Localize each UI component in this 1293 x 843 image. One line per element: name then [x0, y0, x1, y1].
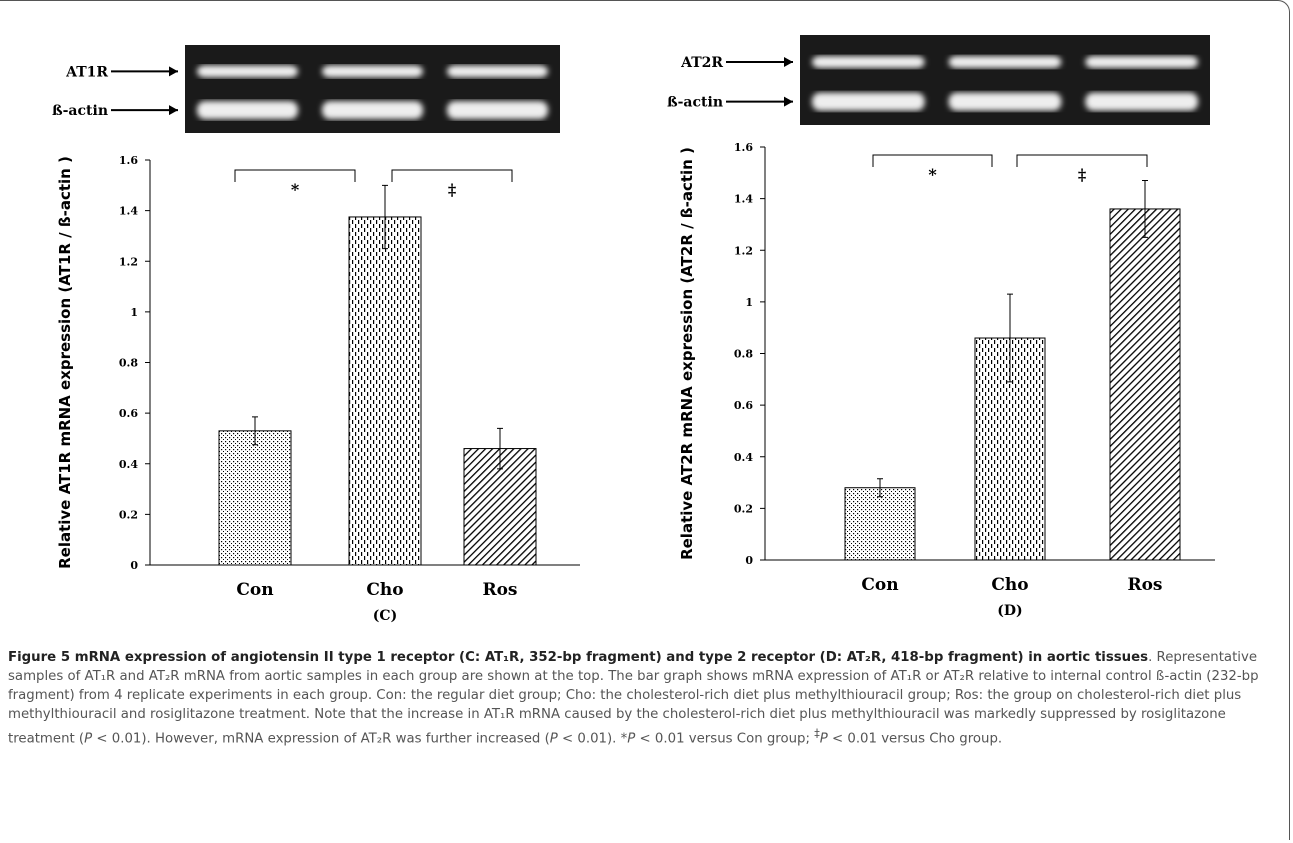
annotation: ‡ [1078, 165, 1086, 184]
arrow-head [784, 57, 793, 67]
caption-text: < 0.01 versus Con group; [635, 731, 814, 746]
gel-band [447, 65, 548, 77]
y-tick-label: 0.4 [119, 458, 138, 471]
caption-title: Figure 5 mRNA expression of angiotensin … [8, 650, 1148, 665]
bar [1110, 209, 1180, 560]
caption-italic: P [820, 731, 828, 746]
arrow-head [169, 66, 178, 76]
x-tick-label: Con [861, 575, 898, 595]
gel-label: AT1R [65, 64, 108, 80]
arrow-head [784, 97, 793, 107]
y-tick-label: 1 [130, 306, 138, 319]
panel-label: (D) [997, 603, 1022, 619]
y-tick-label: 1.4 [734, 193, 753, 206]
bar [845, 488, 915, 560]
caption-text: < 0.01). However, mRNA expression of AT₂… [92, 731, 550, 746]
caption-italic: P [550, 731, 558, 746]
y-tick-label: 0.8 [119, 357, 138, 370]
x-tick-label: Ros [482, 580, 517, 600]
gel-band [1085, 93, 1198, 111]
y-tick-label: 1.4 [119, 205, 138, 218]
bar [219, 431, 291, 565]
y-tick-label: 1 [745, 296, 753, 309]
annotation: ‡ [448, 180, 456, 199]
y-tick-label: 0 [745, 554, 753, 567]
y-tick-label: 0.2 [119, 508, 138, 521]
annotation: * [928, 165, 937, 184]
arrow-head [169, 105, 178, 115]
y-tick-label: 0 [130, 559, 138, 572]
y-tick-label: 1.6 [119, 154, 138, 167]
y-tick-label: 0.4 [734, 451, 753, 464]
figure: AT1R ß-actin 0 0.2 0.4 0.6 0.8 1 1.2 1.4 1.6 Relati… [0, 0, 1293, 640]
x-tick-label: Cho [991, 575, 1028, 595]
x-tick-label: Ros [1127, 575, 1162, 595]
y-tick-label: 0.8 [734, 348, 753, 361]
gel-band [447, 101, 548, 119]
y-tick-label: 0.6 [734, 399, 753, 412]
y-axis-label: Relative AT2R mRNA expression (AT2R / ß-… [678, 147, 696, 560]
gel-band [812, 56, 925, 68]
annotation: * [291, 180, 300, 199]
gel-band [322, 65, 423, 77]
gel-band [197, 101, 298, 119]
gel-label: ß-actin [52, 103, 108, 119]
y-tick-label: 1.6 [734, 141, 753, 154]
gel-band [812, 93, 925, 111]
y-tick-label: 0.6 [119, 407, 138, 420]
gel-image [800, 35, 1210, 125]
caption-text: < 0.01 versus Cho group. [828, 731, 1002, 746]
gel-band [949, 93, 1062, 111]
y-tick-label: 1.2 [734, 244, 753, 257]
gel-band [1085, 56, 1198, 68]
gel-label: AT2R [680, 55, 723, 71]
caption: Figure 5 mRNA expression of angiotensin … [8, 648, 1283, 748]
x-tick-label: Con [236, 580, 273, 600]
y-tick-label: 0.2 [734, 502, 753, 515]
gel-image [185, 45, 560, 133]
caption-italic: P [84, 731, 92, 746]
y-tick-label: 1.2 [119, 255, 138, 268]
gel-band [949, 56, 1062, 68]
x-tick-label: Cho [366, 580, 403, 600]
gel-band [197, 65, 298, 77]
gel-band [322, 101, 423, 119]
y-axis-label: Relative AT1R mRNA expression (AT1R / ß-… [56, 156, 74, 569]
caption-text: < 0.01). * [558, 731, 628, 746]
panel-label: (C) [373, 608, 397, 624]
bar [349, 217, 421, 565]
gel-label: ß-actin [667, 95, 723, 111]
